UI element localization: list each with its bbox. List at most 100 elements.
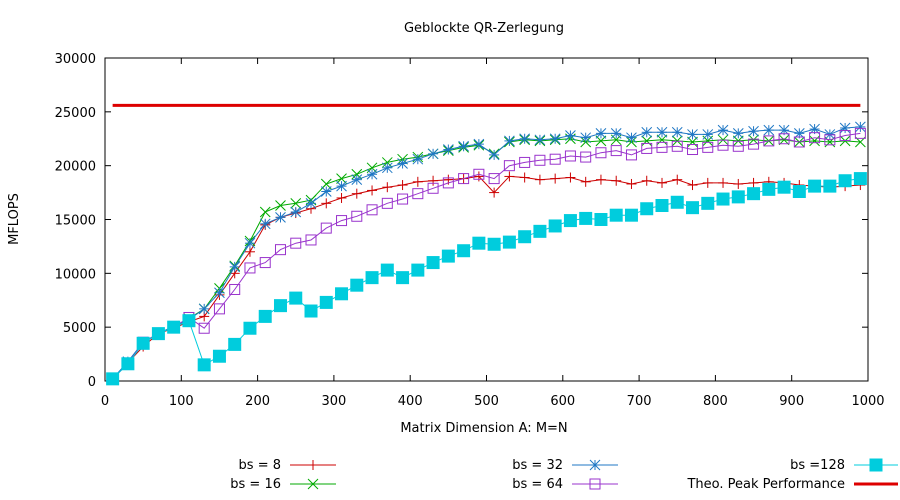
data-point [351, 174, 363, 186]
data-point [289, 291, 303, 305]
data-point [778, 134, 790, 146]
data-point [519, 133, 531, 145]
marker-stroke [687, 136, 698, 148]
data-point [382, 182, 393, 193]
data-point [550, 173, 561, 184]
data-point [502, 235, 516, 249]
data-point [427, 182, 439, 194]
data-point [167, 320, 181, 334]
data-point [244, 262, 256, 274]
marker-stroke [307, 478, 319, 490]
y-tick-label: 20000 [55, 160, 96, 175]
data-point [702, 129, 714, 140]
marker-stroke [473, 138, 485, 150]
data-point [580, 176, 591, 187]
data-point [580, 151, 592, 163]
data-point [594, 213, 608, 226]
data-point [243, 321, 257, 335]
data-point [656, 134, 668, 146]
legend-marker [589, 459, 601, 471]
marker-stroke [656, 126, 668, 138]
marker-stroke [656, 134, 668, 146]
data-point [412, 153, 424, 165]
data-point [305, 197, 317, 209]
legend-label: bs = 16 [230, 477, 281, 492]
legend-item-bs-16: bs = 16 [230, 477, 336, 492]
data-point [381, 197, 393, 209]
data-point [565, 130, 576, 141]
data-point [854, 127, 866, 139]
data-point [777, 180, 791, 194]
data-point [472, 236, 486, 250]
legend-item-bs-32: bs = 32 [512, 458, 618, 473]
data-point [442, 177, 454, 189]
data-point [702, 141, 714, 153]
data-point [106, 372, 120, 386]
data-point [213, 303, 225, 315]
data-point [350, 278, 364, 292]
marker-stroke [687, 129, 698, 140]
marker-stroke [671, 126, 683, 138]
data-point [839, 130, 851, 142]
data-point [579, 211, 593, 225]
x-tick-label: 1000 [851, 394, 884, 409]
data-point [304, 304, 318, 318]
data-point [855, 121, 866, 133]
data-point [351, 188, 362, 199]
series-line [112, 132, 861, 380]
data-point [687, 180, 698, 191]
data-point [687, 129, 698, 140]
data-point [397, 180, 408, 191]
data-point [610, 128, 622, 139]
data-point [351, 210, 363, 222]
data-point [717, 139, 729, 151]
data-point [655, 199, 669, 213]
data-point [214, 287, 225, 299]
marker-stroke [732, 128, 744, 139]
data-point [367, 185, 378, 196]
data-point [792, 185, 806, 199]
data-point [319, 295, 333, 309]
data-point [701, 196, 715, 210]
data-point [458, 140, 469, 152]
data-point [442, 144, 454, 155]
data-point [626, 132, 637, 144]
data-point [625, 149, 637, 161]
marker-stroke [504, 135, 515, 147]
data-point [259, 218, 271, 230]
data-point [366, 204, 378, 216]
marker-stroke [702, 129, 714, 140]
data-point [747, 187, 761, 201]
marker-stroke [778, 134, 790, 146]
data-point [427, 148, 439, 160]
data-point [563, 214, 577, 228]
marker-stroke [336, 180, 347, 192]
data-point [503, 160, 515, 172]
marker-stroke [259, 206, 271, 218]
data-point [351, 168, 363, 180]
marker-stroke [275, 211, 286, 223]
data-point [212, 349, 226, 363]
marker-stroke [589, 459, 601, 471]
marker-stroke [427, 148, 439, 160]
data-point [641, 126, 653, 138]
data-point [336, 192, 347, 203]
data-point [396, 271, 410, 285]
data-point [610, 145, 622, 157]
marker-stroke [580, 132, 592, 144]
marker-stroke [855, 121, 866, 133]
data-point [428, 175, 439, 186]
data-point [624, 208, 638, 222]
data-point [457, 244, 471, 258]
data-point [687, 144, 699, 156]
data-point [458, 173, 470, 185]
x-axis-label: Matrix Dimension A: M=N [400, 421, 567, 436]
data-point [518, 230, 532, 244]
y-tick-label: 5000 [63, 321, 96, 336]
data-point [839, 122, 851, 134]
x-tick-label: 400 [398, 394, 423, 409]
data-point [412, 188, 424, 200]
data-point [121, 357, 135, 371]
x-tick-label: 900 [779, 394, 804, 409]
